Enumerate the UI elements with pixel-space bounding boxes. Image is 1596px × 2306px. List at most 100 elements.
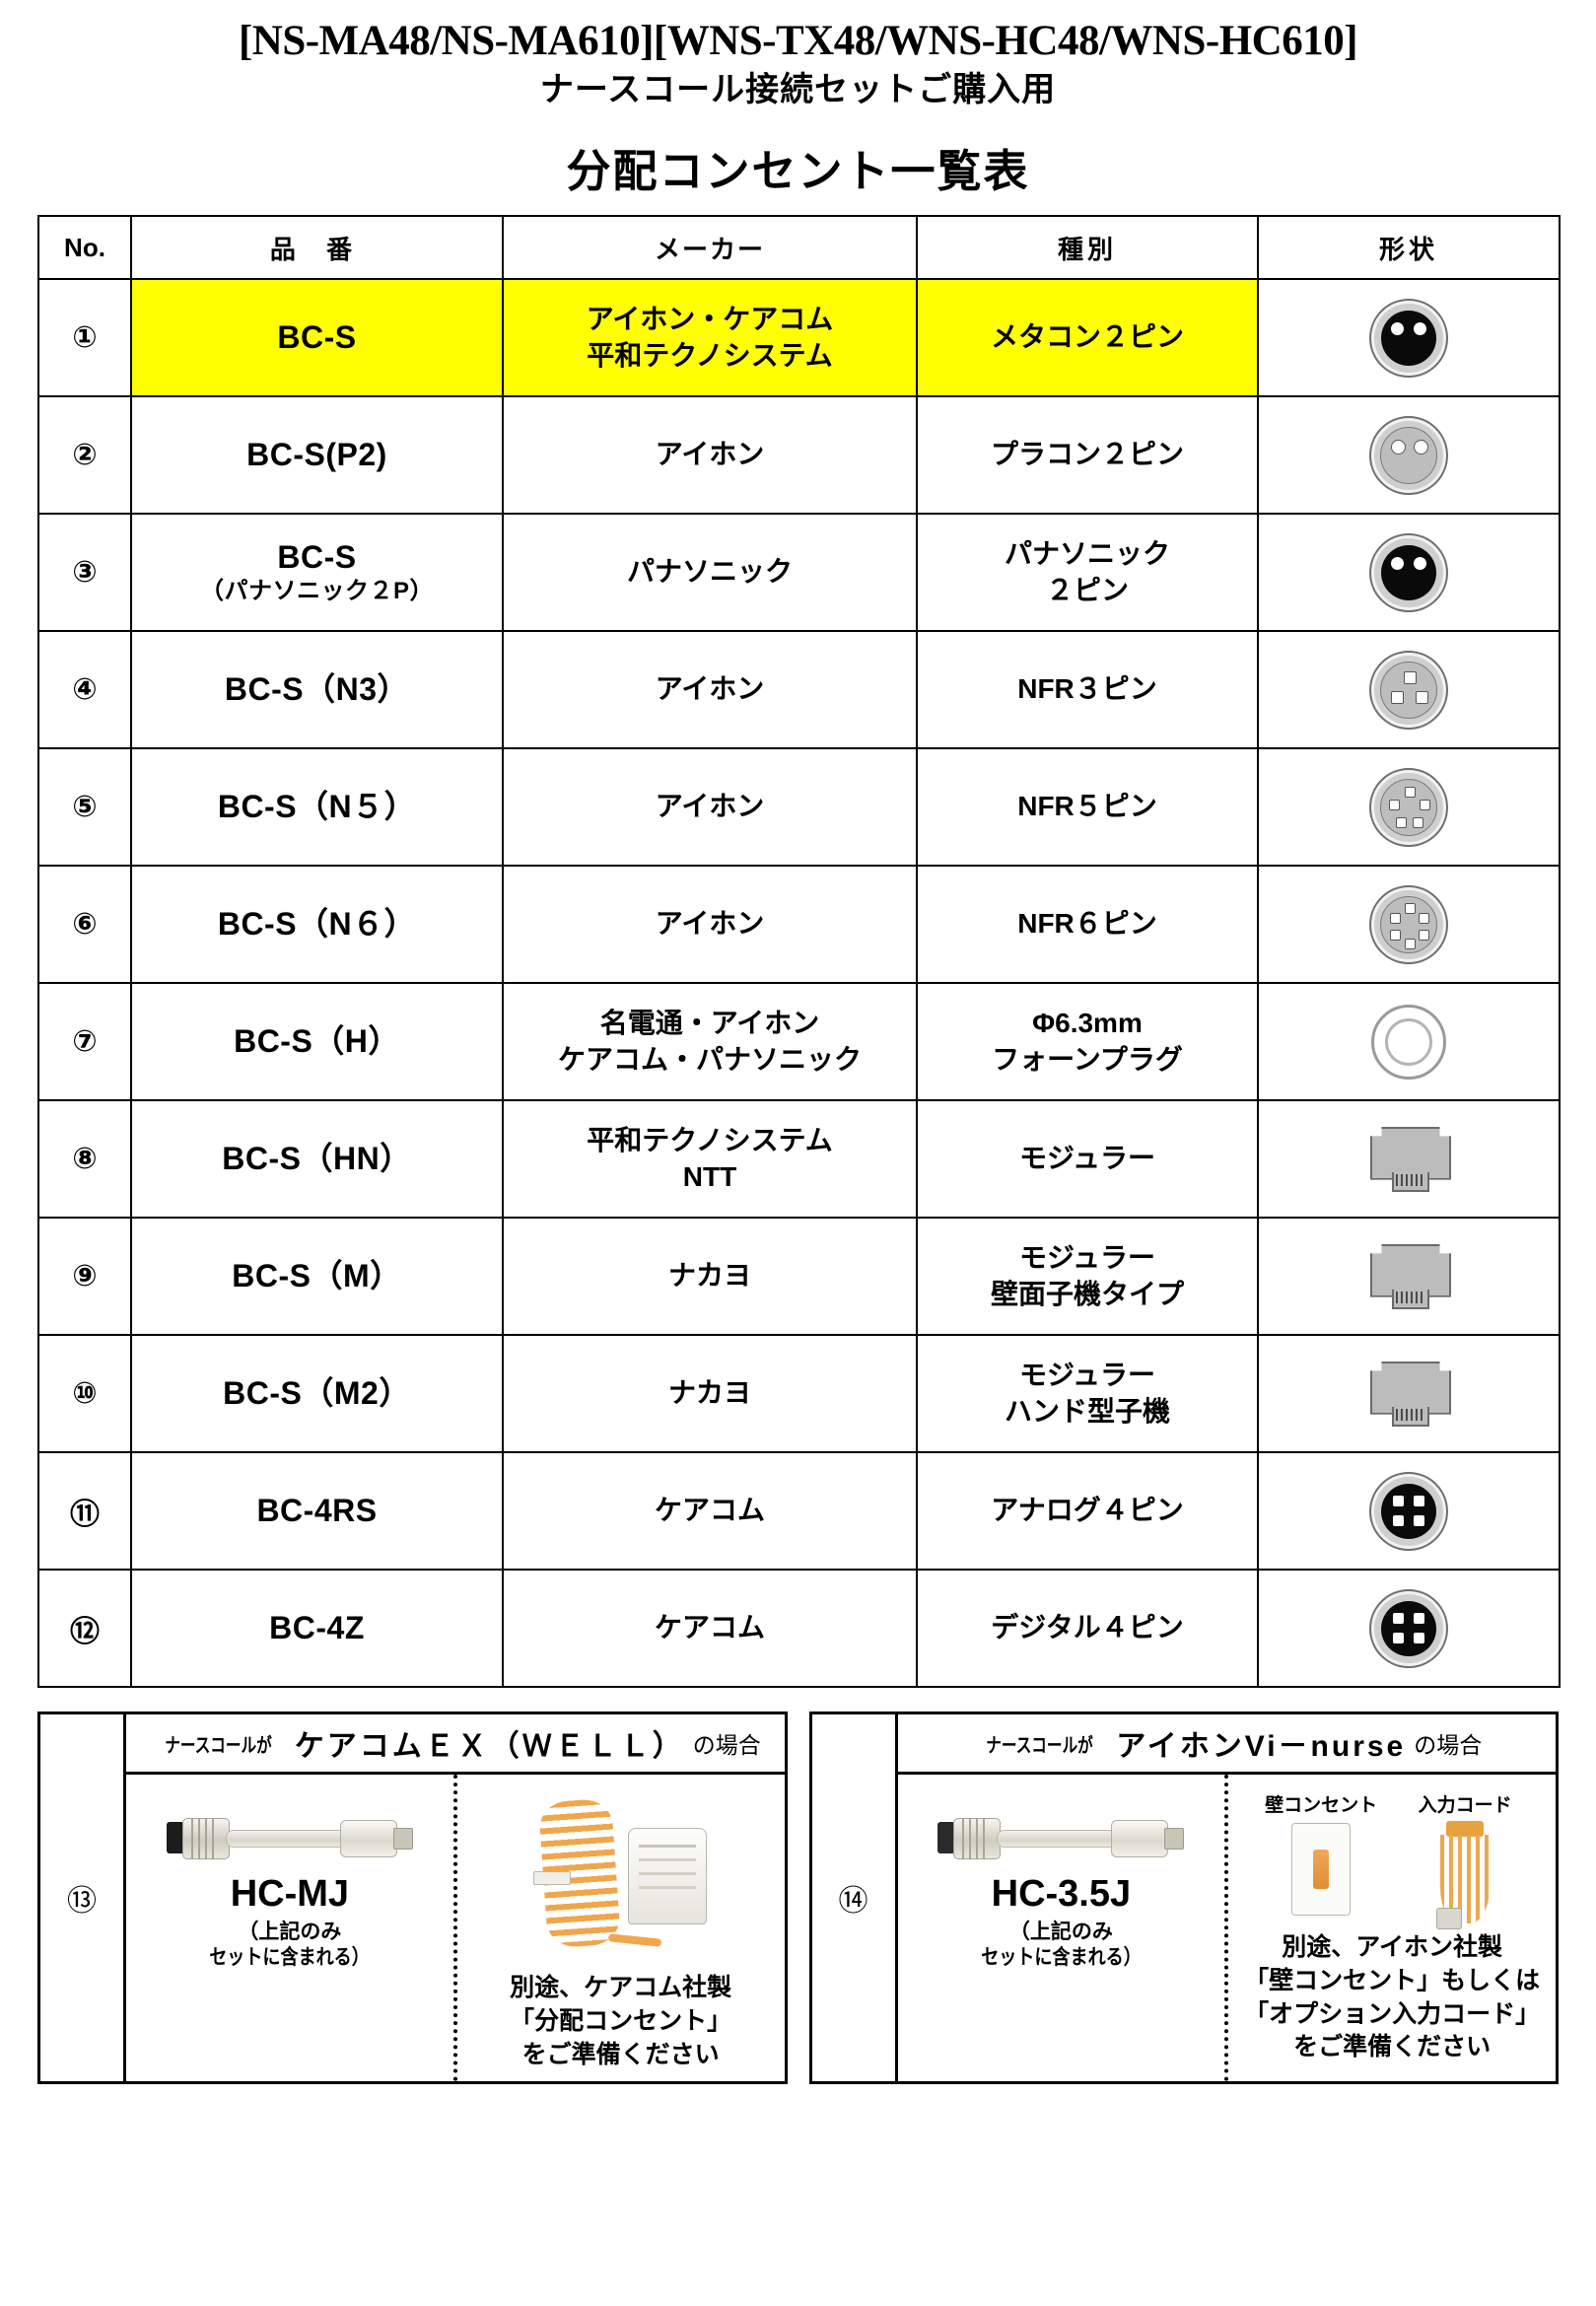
maker-line: ケアコム <box>654 1612 765 1643</box>
input-cord-image <box>1411 1821 1519 1930</box>
row-number: ⑥ <box>37 865 132 985</box>
table-row: ⑥ BC-S（N６） アイホン NFR６ピン <box>37 865 1561 985</box>
part-number: BC-S（HN） <box>222 1141 412 1177</box>
hc-35j-cable-image <box>937 1808 1185 1867</box>
col-header-maker: メーカー <box>502 215 918 281</box>
part-number-cell: BC-S（N3） <box>130 630 504 750</box>
table-row: ⑧ BC-S（HN） 平和テクノシステム NTT モジュラー <box>37 1099 1561 1220</box>
shape-cell <box>1257 1217 1561 1337</box>
part-number: BC-S（M2） <box>223 1375 411 1412</box>
shape-cell <box>1257 513 1561 633</box>
connector-modular-icon <box>1370 1243 1451 1309</box>
panel-14-caption-main: アイホンVi－nurse <box>1116 1730 1407 1764</box>
part-number-cell: BC-S（M2） <box>130 1334 504 1454</box>
type-line: フォーンプラグ <box>992 1043 1183 1075</box>
type-line: 壁面子機タイプ <box>990 1278 1184 1309</box>
part-number: BC-S <box>277 319 357 356</box>
maker-cell: パナソニック <box>502 513 918 633</box>
type-cell: モジュラー <box>916 1099 1259 1220</box>
type-line: モジュラー <box>1018 1143 1156 1174</box>
wall-outlet-label: 壁コンセント <box>1265 1795 1378 1817</box>
panel-13-caption-main: ケアコムＥＸ（ＷＥＬＬ） <box>294 1730 685 1764</box>
input-cord-label: 入力コード <box>1418 1795 1512 1817</box>
shape-cell <box>1257 1451 1561 1572</box>
maker-line: アイホン・ケアコム <box>586 304 834 335</box>
type-line: プラコン２ピン <box>990 439 1184 470</box>
table-header-row: No. 品 番 メーカー 種別 形状 <box>37 215 1561 281</box>
part-number-cell: BC-S（H） <box>130 982 504 1102</box>
type-cell: NFR６ピン <box>916 865 1259 985</box>
type-line: NFR５ピン <box>1017 791 1157 822</box>
maker-cell: 平和テクノシステム NTT <box>502 1099 918 1220</box>
row-number: ② <box>37 395 132 516</box>
part-number-cell: BC-4RS <box>130 1451 504 1572</box>
connector-din-4pin-dark-icon <box>1369 1471 1448 1551</box>
maker-line: アイホン <box>655 908 765 940</box>
maker-cell: ケアコム <box>502 1451 918 1572</box>
maker-cell: アイホン・ケアコム 平和テクノシステム <box>502 278 918 398</box>
hc-mj-cable-image <box>166 1808 413 1867</box>
col-header-type: 種別 <box>916 215 1259 281</box>
row-number: ⑦ <box>37 982 132 1102</box>
panel-13-note-line1: （上記のみ <box>238 1921 342 1944</box>
header-subtitle: ナースコール接続セットご購入用 <box>539 71 1057 109</box>
type-line: NFR６ピン <box>1017 908 1157 940</box>
panel-14-caption-suffix: の場合 <box>1414 1732 1483 1759</box>
model-codes-line: [NS-MA48/NS-MA610][WNS-TX48/WNS-HC48/WNS… <box>238 18 1358 64</box>
part-number-sub: （パナソニック２P） <box>199 578 434 605</box>
shape-cell <box>1257 865 1561 985</box>
col-header-shape: 形状 <box>1257 215 1561 281</box>
panel-14-caption: ナースコールが アイホンVi－nurse の場合 <box>897 1714 1556 1776</box>
part-number: BC-S（N3） <box>224 671 410 708</box>
row-number: ⑩ <box>37 1334 132 1454</box>
row-number: ③ <box>37 513 132 633</box>
panel-13: ⑬ ナースコールが ケアコムＥＸ（ＷＥＬＬ） の場合 HC-M <box>37 1712 788 2085</box>
part-number: BC-S <box>277 539 357 576</box>
row-number: ⑧ <box>37 1099 132 1220</box>
type-line: ２ピン <box>1045 574 1129 605</box>
connector-din-3pin-light-icon <box>1369 650 1448 730</box>
panel-13-product-note: （上記のみ セットに含まれる） <box>196 1920 382 1972</box>
panel-14-note-line2: セットに含まれる） <box>981 1946 1142 1970</box>
maker-line: 平和テクノシステム <box>587 1125 833 1156</box>
row-number: ⑪ <box>37 1451 132 1572</box>
maker-line: ナカヨ <box>667 1377 751 1409</box>
panel-13-note-l2: 「分配コンセント」 <box>510 2006 732 2035</box>
maker-line: 名電通・アイホン <box>599 1008 820 1039</box>
maker-cell: アイホン <box>502 395 918 516</box>
connector-din-5pin-light-icon <box>1369 767 1448 847</box>
maker-line: ナカヨ <box>667 1260 751 1292</box>
type-cell: デジタル４ピン <box>916 1569 1259 1689</box>
type-cell: NFR３ピン <box>916 630 1259 750</box>
shape-cell <box>1257 1099 1561 1220</box>
col-header-part: 品 番 <box>130 215 504 281</box>
part-number: BC-S（N５） <box>217 789 417 825</box>
outlet-list-table: No. 品 番 メーカー 種別 形状 ① BC-S アイホン・ケアコム 平和テクノシス… <box>37 215 1561 1689</box>
table-row: ⑤ BC-S（N５） アイホン NFR５ピン <box>37 747 1561 868</box>
part-number: BC-S(P2) <box>246 437 387 473</box>
panel-14-product-name: HC-3.5J <box>991 1873 1132 1916</box>
part-number: BC-4RS <box>256 1493 378 1529</box>
panel-13-note-line2: セットに含まれる） <box>209 1946 371 1970</box>
maker-line: ケアコム <box>654 1495 765 1526</box>
maker-cell: ナカヨ <box>502 1217 918 1337</box>
panel-13-product-name: HC-MJ <box>230 1873 350 1916</box>
type-line: デジタル４ピン <box>991 1612 1184 1643</box>
part-number: BC-4Z <box>269 1610 365 1646</box>
type-line: ハンド型子機 <box>1004 1395 1170 1427</box>
table-row: ⑪ BC-4RS ケアコム アナログ４ピン <box>37 1451 1561 1572</box>
panel-14-product-note: （上記のみ セットに含まれる） <box>968 1920 1154 1972</box>
type-cell: アナログ４ピン <box>916 1451 1259 1572</box>
type-cell: モジュラー ハンド型子機 <box>916 1334 1259 1454</box>
connector-din-2pin-dark-icon <box>1369 532 1448 612</box>
carecom-outlet-image <box>518 1794 725 1972</box>
shape-cell <box>1257 395 1561 516</box>
page-title: 分配コンセント一覧表 <box>566 146 1030 197</box>
maker-line: NTT <box>682 1160 737 1192</box>
type-line: Φ6.3mm <box>1032 1008 1143 1039</box>
maker-cell: 名電通・アイホン ケアコム・パナソニック <box>502 982 918 1102</box>
shape-cell <box>1257 1334 1561 1454</box>
connector-din-2pin-light-icon <box>1369 415 1448 495</box>
row-number: ① <box>37 278 132 398</box>
